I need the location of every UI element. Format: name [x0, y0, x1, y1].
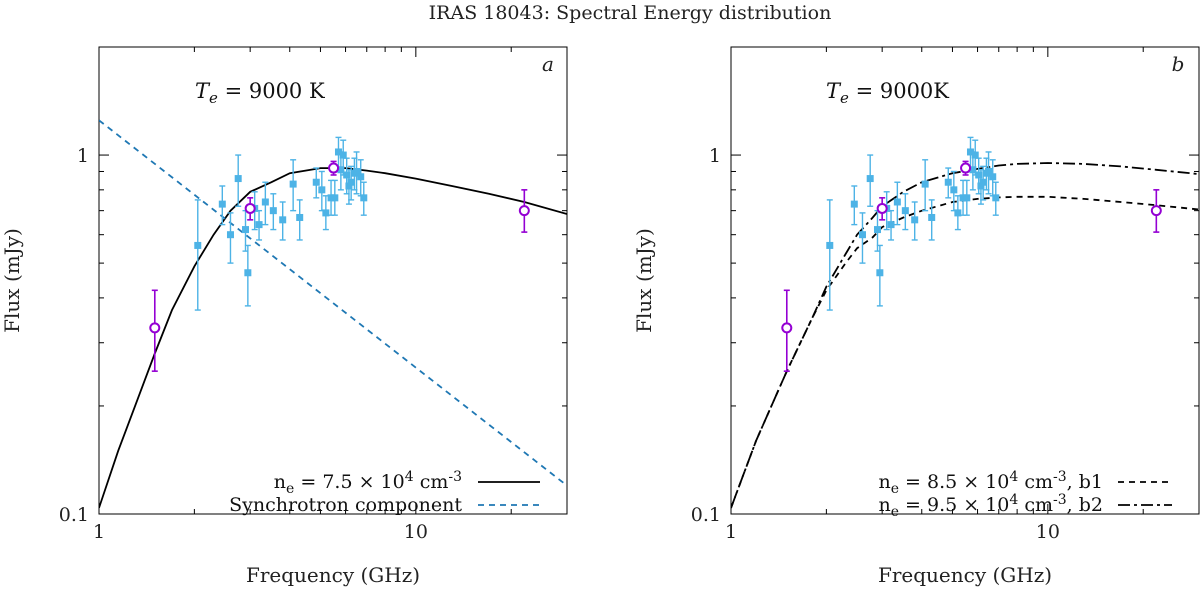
data-point-square: [989, 173, 997, 181]
panel-letter: a: [542, 52, 554, 76]
data-point-circle: [328, 162, 340, 174]
data-point-square: [242, 226, 250, 234]
x-tick-label: 1: [725, 521, 737, 543]
te-label: Te = 9000K: [826, 79, 949, 107]
te-label: Te = 9000 K: [195, 79, 325, 107]
data-point-square: [343, 171, 351, 179]
data-point-square: [858, 231, 866, 239]
data-point-square: [826, 241, 834, 249]
x-axis-label: Frequency (GHz): [246, 563, 420, 587]
y-tick-label: 0.1: [59, 504, 89, 526]
y-tick-label: 1: [77, 145, 89, 167]
data-point-square: [874, 226, 882, 234]
data-point-square: [255, 221, 263, 229]
legend-label: ne = 7.5 × 104 cm-3: [274, 469, 462, 497]
series-line-2: [731, 162, 1199, 509]
data-point-square: [269, 207, 277, 215]
data-point-square: [975, 171, 983, 179]
data-point-square: [360, 194, 368, 202]
figure-title: IRAS 18043: Spectral Energy distribution: [429, 2, 832, 24]
data-point-square: [911, 216, 919, 224]
plot-frame: [730, 46, 1200, 515]
plot-area: [99, 119, 567, 509]
data-point-square: [296, 213, 304, 221]
y-tick-label: 0.1: [691, 504, 721, 526]
data-point-square: [893, 198, 901, 206]
data-point-square: [318, 186, 326, 194]
data-point-square: [337, 166, 345, 174]
legend-label: ne = 9.5 × 104 cm-3, b2: [878, 492, 1103, 520]
data-point-square: [901, 207, 909, 215]
data-point-square: [944, 178, 952, 186]
data-point-square: [261, 198, 269, 206]
data-point-circle: [149, 322, 161, 334]
data-point-square: [279, 216, 287, 224]
data-point-square: [992, 194, 1000, 202]
data-point-circle: [244, 202, 256, 214]
data-point-square: [194, 241, 202, 249]
data-point-square: [312, 178, 320, 186]
x-tick-label: 1: [93, 521, 105, 543]
data-point-square: [950, 186, 958, 194]
x-tick-label: 10: [404, 521, 428, 543]
x-tick-label: 10: [1036, 521, 1060, 543]
y-axis-label: Flux (mJy): [632, 228, 656, 333]
data-point-square: [921, 180, 929, 188]
panel-letter: b: [1172, 52, 1185, 76]
data-point-square: [226, 231, 234, 239]
data-point-square: [971, 151, 979, 159]
plot-frame: [98, 46, 568, 515]
data-point-circle: [960, 162, 972, 174]
data-point-square: [876, 269, 884, 277]
data-point-square: [985, 167, 993, 175]
data-point-square: [331, 194, 339, 202]
data-point-square: [887, 221, 895, 229]
data-point-square: [218, 200, 226, 208]
data-point-square: [963, 194, 971, 202]
data-point-square: [977, 182, 985, 190]
data-point-square: [339, 151, 347, 159]
data-point-circle: [1150, 205, 1162, 217]
data-point-square: [866, 175, 874, 183]
y-tick-label: 1: [709, 145, 721, 167]
legend-label: Synchrotron component: [229, 494, 462, 516]
data-point-circle: [876, 202, 888, 214]
data-point-square: [244, 269, 252, 277]
series-line-1: [99, 167, 567, 509]
data-point-square: [850, 200, 858, 208]
data-point-square: [954, 209, 962, 217]
data-point-square: [969, 166, 977, 174]
data-point-square: [353, 167, 361, 175]
data-point-circle: [781, 322, 793, 334]
data-point-square: [289, 180, 297, 188]
data-point-square: [979, 178, 987, 186]
series-line-1: [731, 195, 1199, 509]
data-point-square: [928, 213, 936, 221]
data-point-square: [357, 173, 365, 181]
plot-area: [731, 136, 1199, 509]
data-point-square: [347, 178, 355, 186]
data-point-square: [234, 175, 242, 183]
legend-label: ne = 8.5 × 104 cm-3, b1: [878, 469, 1103, 497]
data-point-square: [327, 194, 335, 202]
x-axis-label: Frequency (GHz): [878, 563, 1052, 587]
y-axis-label: Flux (mJy): [0, 228, 24, 333]
data-point-square: [345, 182, 353, 190]
data-point-circle: [518, 205, 530, 217]
data-point-square: [322, 209, 330, 217]
data-point-square: [959, 194, 967, 202]
